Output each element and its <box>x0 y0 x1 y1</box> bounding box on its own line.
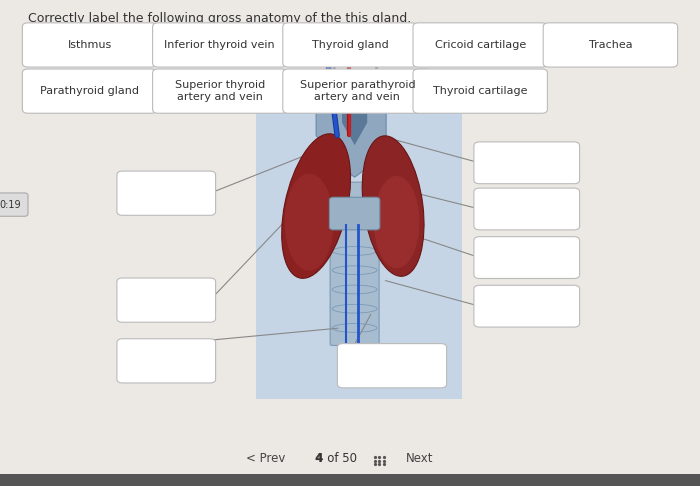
FancyBboxPatch shape <box>474 142 580 184</box>
Polygon shape <box>342 84 368 145</box>
FancyBboxPatch shape <box>0 474 700 486</box>
FancyBboxPatch shape <box>474 188 580 230</box>
Text: Cricoid cartilage: Cricoid cartilage <box>435 40 526 50</box>
Polygon shape <box>316 84 386 177</box>
FancyBboxPatch shape <box>283 23 417 67</box>
Text: Parathyroid gland: Parathyroid gland <box>40 86 139 96</box>
Text: Inferior thyroid vein: Inferior thyroid vein <box>164 40 275 50</box>
Text: Superior thyroid
artery and vein: Superior thyroid artery and vein <box>175 80 265 102</box>
FancyBboxPatch shape <box>117 278 216 322</box>
FancyBboxPatch shape <box>0 193 28 216</box>
Text: Next: Next <box>406 451 434 465</box>
FancyBboxPatch shape <box>330 182 379 346</box>
Ellipse shape <box>281 134 351 278</box>
Ellipse shape <box>374 176 419 268</box>
FancyBboxPatch shape <box>117 171 216 215</box>
FancyBboxPatch shape <box>543 23 678 67</box>
FancyBboxPatch shape <box>283 69 432 113</box>
Text: < Prev: < Prev <box>246 451 286 465</box>
Text: Trachea: Trachea <box>589 40 632 50</box>
Text: Thyroid cartilage: Thyroid cartilage <box>433 86 528 96</box>
Text: Superior parathyroid
artery and vein: Superior parathyroid artery and vein <box>300 80 415 102</box>
Text: Isthmus: Isthmus <box>67 40 112 50</box>
Text: 4 of 50: 4 of 50 <box>316 451 356 465</box>
FancyBboxPatch shape <box>413 69 547 113</box>
Text: 0:19: 0:19 <box>0 200 21 209</box>
FancyBboxPatch shape <box>413 23 547 67</box>
FancyBboxPatch shape <box>474 237 580 278</box>
FancyBboxPatch shape <box>153 69 287 113</box>
FancyBboxPatch shape <box>153 23 287 67</box>
Ellipse shape <box>362 136 424 276</box>
Ellipse shape <box>285 174 334 271</box>
FancyBboxPatch shape <box>256 78 462 399</box>
FancyBboxPatch shape <box>330 197 380 230</box>
Text: Thyroid gland: Thyroid gland <box>312 40 388 50</box>
FancyBboxPatch shape <box>337 344 447 388</box>
Text: 4: 4 <box>314 451 323 465</box>
FancyBboxPatch shape <box>22 69 157 113</box>
FancyBboxPatch shape <box>22 23 157 67</box>
FancyBboxPatch shape <box>117 339 216 383</box>
FancyBboxPatch shape <box>474 285 580 327</box>
Text: Correctly label the following gross anatomy of the this gland.: Correctly label the following gross anat… <box>28 12 412 25</box>
FancyBboxPatch shape <box>323 190 386 226</box>
